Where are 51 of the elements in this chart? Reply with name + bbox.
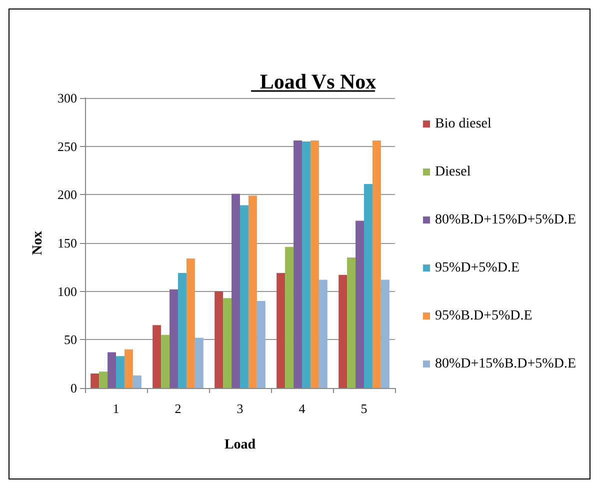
bar [248, 196, 257, 388]
legend-label: Diesel [435, 164, 471, 180]
bar [223, 298, 232, 388]
bar [108, 352, 116, 388]
bar [285, 246, 294, 388]
x-axis-title: Load [224, 438, 256, 452]
legend-label: 95%D+5%D.E [435, 260, 520, 276]
bar [380, 280, 390, 388]
y-tick-label: 250 [58, 138, 77, 154]
bar [310, 140, 319, 388]
y-tick-label: 200 [58, 187, 77, 202]
y-tick-label: 300 [58, 90, 77, 106]
y-tick-label: 100 [58, 284, 77, 299]
bar [186, 258, 195, 388]
bar [124, 349, 133, 388]
x-tick-label: 5 [360, 401, 368, 416]
bar [214, 291, 224, 388]
bar [356, 220, 364, 388]
bar [232, 194, 240, 388]
bar [364, 184, 372, 388]
bar [178, 272, 186, 388]
bar [338, 274, 348, 388]
x-tick-label: 4 [298, 401, 306, 416]
bar [99, 372, 108, 388]
x-tick-label: 3 [236, 401, 244, 416]
bar [161, 334, 170, 388]
bar [240, 205, 248, 388]
bar [116, 356, 124, 388]
legend-label: Bio diesel [435, 116, 492, 132]
bar [276, 272, 286, 388]
y-axis-title: Nox [30, 230, 46, 256]
x-tick-label: 1 [112, 401, 120, 416]
chart-title: Load Vs Nox [260, 70, 377, 94]
legend-label: 95%B.D+5%D.E [435, 308, 532, 324]
legend-label: 80%D+15%B.D+5%D.E [435, 356, 576, 372]
bar [347, 258, 356, 388]
bar [132, 375, 142, 388]
bar [170, 289, 178, 388]
bar [256, 301, 266, 388]
y-tick-label: 0 [70, 380, 77, 396]
bar [372, 140, 381, 388]
bar [302, 142, 310, 388]
bar [90, 374, 100, 388]
x-tick-label: 2 [174, 401, 182, 416]
y-tick-label: 50 [64, 332, 77, 348]
bar [318, 280, 328, 388]
bar [194, 338, 204, 388]
legend-label: 80%B.D+15%D+5%D.E [435, 212, 576, 228]
bar [294, 140, 302, 388]
bar [152, 325, 162, 388]
y-tick-label: 150 [58, 236, 77, 250]
